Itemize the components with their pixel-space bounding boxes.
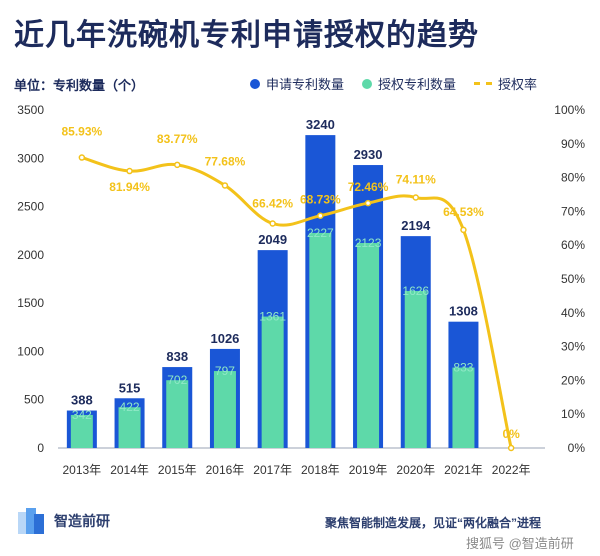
rate-point [221,182,229,189]
bar-granted [70,414,93,448]
y-tick-left: 3000 [17,151,44,165]
chart-title: 近几年洗碗机专利申请授权的趋势 [14,19,479,52]
rate-point [460,226,467,234]
y-tick-left: 3500 [17,103,44,117]
y-tick-right: 20% [561,373,585,387]
bar-granted [357,242,380,448]
x-tick-label: 2022年 [492,463,531,477]
x-tick-label: 2014年 [110,463,149,477]
data-label-rate: 85.93% [61,125,102,139]
data-label-applied: 838 [166,349,188,364]
data-label-rate: 68.73% [300,193,341,207]
x-tick-label: 2016年 [206,463,245,477]
data-label-rate: 83.77% [157,132,198,146]
unit-label: 单位：专利数量（个） [14,78,145,93]
data-label-granted: 833 [453,361,473,375]
y-tick-left: 2500 [17,200,44,214]
y-tick-right: 30% [561,340,585,354]
watermark: 搜狐号 @智造前研 [466,536,574,551]
y-tick-left: 2000 [17,248,44,262]
data-label-granted: 2227 [307,226,334,240]
y-tick-left: 1000 [17,344,44,358]
legend-item-applied: 申请专利数量 [250,74,344,93]
data-label-rate: 74.11% [396,173,436,187]
legend-label-applied: 申请专利数量 [266,77,345,92]
y-tick-right: 10% [561,407,585,421]
y-tick-right: 100% [554,103,585,117]
x-tick-label: 2018年 [301,463,340,477]
data-label-rate: 77.68% [205,154,246,168]
data-label-applied: 1308 [449,304,478,319]
data-label-granted: 702 [167,373,187,387]
rate-point [174,161,181,169]
data-label-rate: 66.42% [252,197,293,211]
logo-mark-icon [14,508,48,534]
y-tick-right: 40% [561,306,585,320]
data-label-granted: 2123 [355,236,382,250]
rate-point [126,167,133,175]
legend-label-rate: 授权率 [498,77,538,92]
data-label-rate: 81.94% [109,180,150,194]
legend-swatch-rate [474,82,493,85]
rate-point [269,220,276,227]
rate-point [412,194,419,201]
data-label-applied: 1026 [210,331,239,346]
rate-point [364,199,372,207]
footer-slogan: 聚焦智能制造发展，见证“两化融合”进程 [325,516,542,530]
data-label-granted: 1361 [259,310,286,324]
y-tick-left: 0 [37,441,44,455]
data-label-granted: 342 [72,408,92,422]
legend-item-granted: 授权专利数量 [362,74,456,93]
rate-line [81,156,513,449]
x-tick-label: 2013年 [62,463,101,477]
legend-swatch-applied [250,78,260,89]
x-tick-label: 2020年 [396,463,435,477]
data-label-granted: 1626 [402,284,429,298]
rate-point [507,444,515,452]
x-tick-label: 2017年 [253,463,292,477]
legend-label-granted: 授权专利数量 [378,77,457,92]
bar-granted [166,380,189,448]
data-label-applied: 2194 [401,218,431,233]
bar-granted [309,232,332,448]
data-label-rate: 0% [502,427,520,441]
x-tick-label: 2021年 [444,463,483,477]
rate-point [78,154,86,161]
y-tick-left: 500 [24,393,44,407]
data-label-granted: 797 [215,364,235,378]
data-label-applied: 2930 [354,147,383,162]
y-tick-right: 90% [561,137,585,151]
data-label-applied: 388 [71,393,93,408]
y-tick-right: 60% [561,238,585,252]
y-tick-right: 50% [561,272,585,286]
y-tick-right: 80% [561,171,585,185]
footer-logo: 智造前研 [14,508,110,534]
legend-swatch-granted [362,78,373,89]
y-tick-right: 70% [561,204,585,218]
bar-granted [452,367,475,448]
data-label-applied: 3240 [306,117,335,132]
bar-granted [404,290,427,448]
bar-granted [118,407,141,448]
rate-point [317,212,324,219]
legend-item-rate: 授权率 [474,74,537,93]
legend: 申请专利数量 授权专利数量 授权率 [250,74,555,93]
data-label-granted: 422 [120,400,140,414]
logo-text: 智造前研 [54,513,110,529]
data-label-rate: 72.46% [348,180,389,194]
bar-granted [213,371,236,448]
data-label-applied: 515 [119,380,141,395]
y-tick-left: 1500 [17,296,44,310]
x-tick-label: 2015年 [158,463,197,477]
data-label-rate: 64.53% [443,205,484,219]
bar-granted [261,316,284,448]
x-tick-label: 2019年 [349,463,388,477]
data-label-applied: 2049 [258,232,287,247]
y-tick-right: 0% [568,441,586,455]
